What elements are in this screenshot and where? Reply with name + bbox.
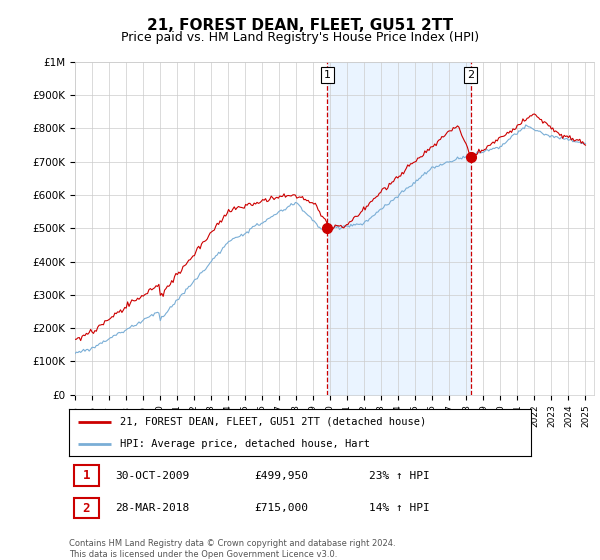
Text: 14% ↑ HPI: 14% ↑ HPI (370, 503, 430, 513)
Text: 21, FOREST DEAN, FLEET, GU51 2TT (detached house): 21, FOREST DEAN, FLEET, GU51 2TT (detach… (120, 417, 426, 427)
Text: £715,000: £715,000 (254, 503, 308, 513)
Text: 1: 1 (324, 70, 331, 80)
Text: Price paid vs. HM Land Registry's House Price Index (HPI): Price paid vs. HM Land Registry's House … (121, 31, 479, 44)
Text: £499,950: £499,950 (254, 470, 308, 480)
Bar (74, 465, 99, 486)
Text: 28-MAR-2018: 28-MAR-2018 (115, 503, 190, 513)
Text: 2: 2 (467, 70, 474, 80)
Text: Contains HM Land Registry data © Crown copyright and database right 2024.
This d: Contains HM Land Registry data © Crown c… (69, 539, 395, 559)
Text: 30-OCT-2009: 30-OCT-2009 (115, 470, 190, 480)
Text: 2: 2 (83, 502, 90, 515)
Bar (74, 498, 99, 518)
Text: HPI: Average price, detached house, Hart: HPI: Average price, detached house, Hart (120, 438, 370, 449)
Text: 1: 1 (83, 469, 90, 482)
Text: 21, FOREST DEAN, FLEET, GU51 2TT: 21, FOREST DEAN, FLEET, GU51 2TT (147, 18, 453, 34)
Text: 23% ↑ HPI: 23% ↑ HPI (370, 470, 430, 480)
